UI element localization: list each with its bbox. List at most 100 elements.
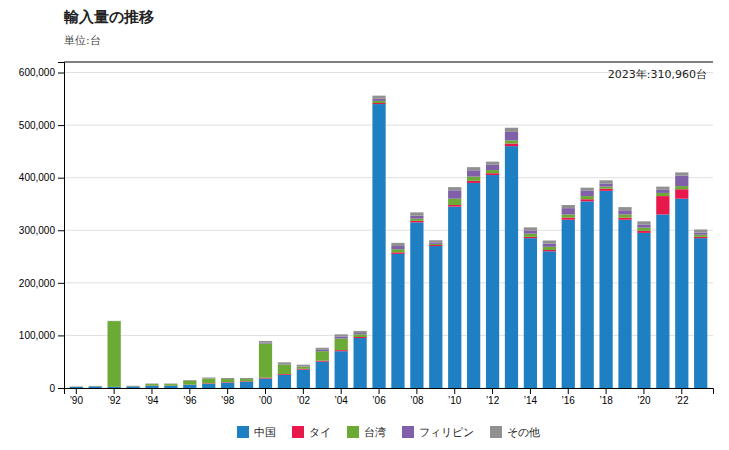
bar bbox=[486, 170, 499, 173]
tick-mark bbox=[227, 388, 228, 394]
bar bbox=[505, 146, 518, 388]
bar bbox=[335, 350, 348, 351]
bar bbox=[240, 379, 253, 380]
bar bbox=[675, 172, 688, 175]
bar bbox=[524, 238, 537, 388]
tick: ’18 bbox=[599, 388, 613, 406]
bar bbox=[70, 387, 83, 388]
bar bbox=[410, 221, 423, 223]
bar bbox=[694, 237, 707, 238]
tick-label: ’20 bbox=[637, 395, 651, 406]
legend-swatch bbox=[490, 426, 502, 438]
x-axis: ’90’92’94’96’98’00’02’04’06’08’10’12’14’… bbox=[65, 388, 714, 406]
tick-label: ’96 bbox=[183, 395, 197, 406]
bar bbox=[410, 212, 423, 215]
bar bbox=[372, 104, 385, 388]
tick: ’94 bbox=[145, 388, 159, 406]
legend-swatch bbox=[237, 426, 249, 438]
bar bbox=[543, 247, 556, 250]
bar bbox=[562, 205, 575, 208]
bar bbox=[562, 208, 575, 214]
tick-mark bbox=[379, 388, 380, 394]
series bbox=[70, 104, 708, 388]
bar bbox=[183, 380, 196, 381]
bar bbox=[467, 167, 480, 170]
bar bbox=[391, 243, 404, 246]
bar bbox=[126, 386, 139, 387]
tick-mark bbox=[189, 388, 190, 394]
bar bbox=[108, 320, 121, 321]
tick-mark bbox=[58, 125, 64, 126]
tick-label: ’94 bbox=[145, 395, 159, 406]
tick: ’14 bbox=[524, 388, 538, 406]
bar bbox=[70, 386, 83, 387]
bar bbox=[164, 384, 177, 386]
bar bbox=[429, 245, 442, 246]
bar bbox=[543, 241, 556, 244]
tick: 100,000 bbox=[19, 330, 64, 341]
bar bbox=[202, 378, 215, 379]
bar bbox=[562, 218, 575, 220]
bar bbox=[240, 379, 253, 381]
bar bbox=[599, 191, 612, 388]
bar bbox=[599, 189, 612, 191]
bar bbox=[581, 188, 594, 191]
bar bbox=[486, 165, 499, 170]
series bbox=[70, 96, 708, 387]
tick-label: 0 bbox=[49, 383, 55, 394]
bar bbox=[278, 362, 291, 364]
bar bbox=[372, 99, 385, 101]
bar bbox=[448, 190, 461, 198]
legend: 中国タイ台湾フィリピンその他 bbox=[237, 426, 540, 439]
bar bbox=[183, 385, 196, 388]
tick: ’04 bbox=[335, 388, 349, 406]
bar bbox=[297, 370, 310, 388]
grid-line bbox=[64, 282, 713, 283]
bar bbox=[240, 382, 253, 388]
bar bbox=[505, 140, 518, 143]
tick-mark bbox=[606, 388, 607, 394]
bar bbox=[505, 144, 518, 147]
tick-mark bbox=[568, 388, 569, 394]
bar bbox=[637, 233, 650, 388]
bar bbox=[410, 216, 423, 219]
bar bbox=[429, 240, 442, 242]
bar bbox=[316, 362, 329, 388]
bar bbox=[297, 365, 310, 367]
tick-label: ’98 bbox=[221, 395, 235, 406]
bar bbox=[562, 214, 575, 217]
tick: ’16 bbox=[562, 388, 576, 406]
tick-label: ’12 bbox=[486, 395, 500, 406]
bar bbox=[164, 383, 177, 385]
tick-mark bbox=[416, 388, 417, 394]
bar bbox=[108, 387, 121, 388]
bar bbox=[675, 186, 688, 189]
bars bbox=[70, 96, 708, 388]
tick-label: 400,000 bbox=[19, 172, 56, 183]
bar bbox=[694, 229, 707, 232]
bar bbox=[637, 228, 650, 231]
tick-mark bbox=[265, 388, 266, 394]
bar bbox=[694, 233, 707, 235]
bar bbox=[259, 341, 272, 343]
tick-mark bbox=[58, 178, 64, 179]
tick: ’10 bbox=[448, 388, 462, 406]
bar bbox=[599, 187, 612, 189]
tick: ’92 bbox=[107, 388, 121, 406]
tick-mark bbox=[341, 388, 342, 394]
tick-mark bbox=[643, 388, 644, 394]
bar bbox=[145, 384, 158, 385]
tick-label: ’14 bbox=[524, 395, 538, 406]
bar bbox=[694, 235, 707, 237]
bar bbox=[637, 224, 650, 227]
series bbox=[70, 103, 708, 387]
legend-label: タイ bbox=[309, 426, 331, 439]
bar bbox=[202, 384, 215, 388]
tick-mark bbox=[492, 388, 493, 394]
legend-label: フィリピン bbox=[419, 426, 474, 439]
legend-swatch bbox=[347, 426, 359, 438]
bar bbox=[486, 162, 499, 165]
bar bbox=[410, 222, 423, 388]
bar bbox=[89, 386, 102, 387]
bar bbox=[183, 381, 196, 385]
